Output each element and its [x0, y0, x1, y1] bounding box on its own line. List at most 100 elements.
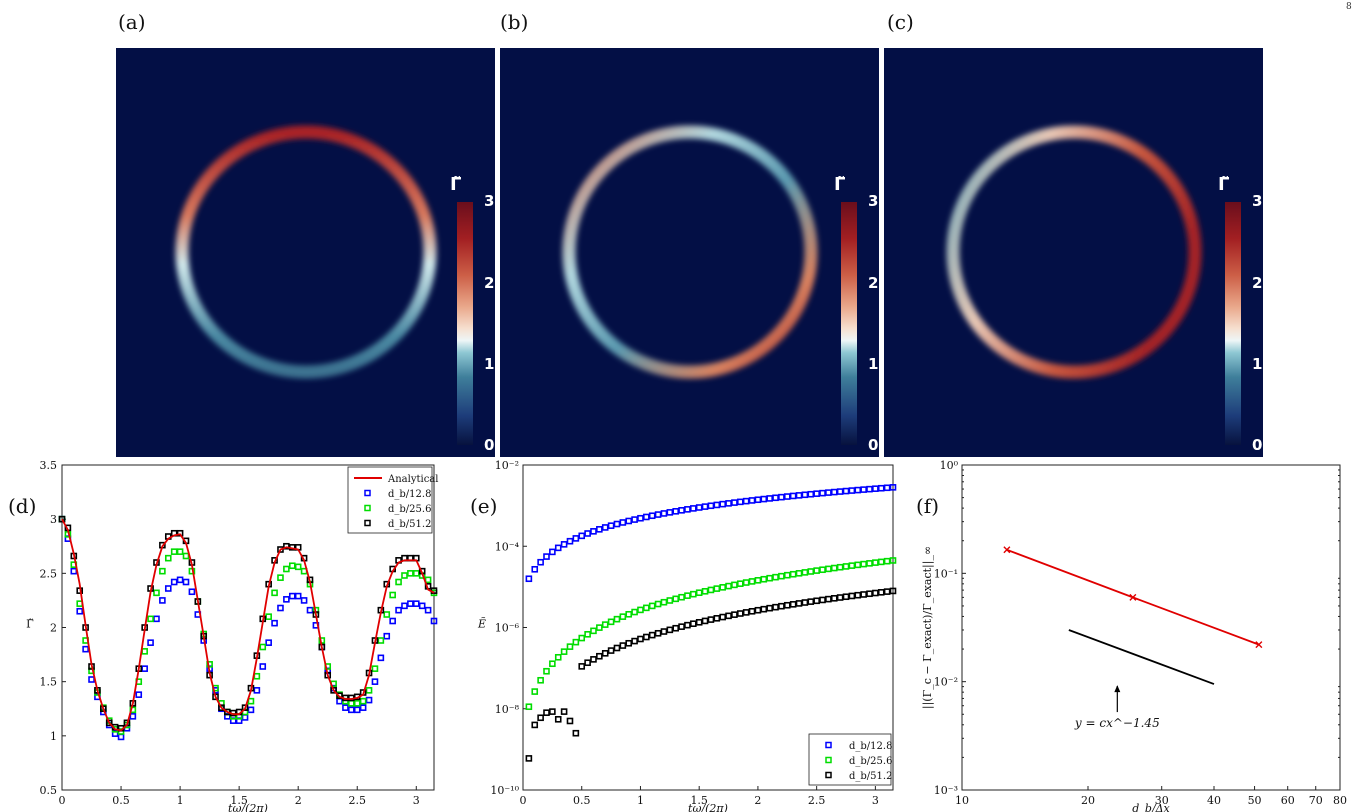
chart-d-point [265, 639, 272, 646]
colorbar-symbol-c: Γ̃ [1218, 174, 1230, 195]
chart-d-point [164, 554, 172, 562]
chart-d-point [401, 602, 408, 610]
chart-e-y-axis-label: Ẽ [477, 617, 486, 631]
chart-e-point [819, 566, 826, 574]
chart-e-point [725, 500, 732, 507]
chart-e-point [643, 513, 650, 521]
chart-d-y-tick-label: 2 [50, 622, 57, 635]
chart-e-point [525, 755, 533, 762]
chart-e-point [766, 495, 773, 502]
chart-e-point [742, 579, 750, 586]
chart-d-x-tick-label: 0.5 [112, 794, 130, 807]
chart-d-y-tick-label: 0.5 [40, 784, 58, 797]
chart-e-point [754, 496, 762, 504]
chart-e-point [707, 586, 715, 594]
chart-e-point [889, 587, 897, 595]
chart-d-point [105, 719, 113, 727]
colorbar-a [457, 202, 473, 445]
chart-d-x-tick-label: 2 [295, 794, 302, 807]
chart-f-y-tick-label: 10⁻³ [934, 784, 958, 797]
chart-e-point [889, 484, 897, 491]
chart-d-legend-swatch [364, 489, 371, 497]
chart-d-y-axis-label: Γ̃ [26, 618, 34, 631]
chart-e-point [748, 607, 756, 615]
chart-e-point [795, 600, 803, 607]
chart-e-point [737, 610, 744, 617]
chart-e-x-tick-label: 3 [872, 794, 879, 807]
chart-f-x-tick-label: 40 [1207, 794, 1221, 807]
chart-d-point [383, 611, 391, 618]
chart-d-point [259, 643, 267, 651]
field-panel-a: Γ̃ 3 2 1 0 [116, 48, 495, 457]
chart-e-point [783, 571, 791, 579]
chart-e-point [596, 526, 603, 533]
chart-e-point [578, 663, 586, 670]
chart-e-point [578, 532, 586, 540]
chart-d: 0 0.5 1 1.5 2 2.5 30.511.522.533.5tω/(2π)Γ̃Ana… [26, 459, 438, 812]
chart-d-point [288, 562, 296, 570]
chart-f-annotation: y = cx^−1.45 [1074, 716, 1160, 730]
field-panel-c: Γ̃ 3 2 1 0 [884, 48, 1263, 457]
chart-e-point [883, 484, 891, 492]
chart-e-point [525, 575, 533, 583]
chart-e-point [637, 514, 644, 522]
chart-d-y-tick-label: 1 [50, 730, 57, 743]
chart-d-point [288, 592, 296, 600]
chart-f-point [1129, 593, 1137, 601]
chart-e-point [625, 639, 633, 647]
chart-e-point [554, 715, 562, 723]
chart-d-point [147, 639, 154, 646]
chart-e-y-tick-label: 10⁻⁸ [495, 703, 520, 716]
chart-d-point [153, 589, 160, 597]
chart-d-point [265, 613, 272, 620]
chart-f-x-axis-label: d_b/Δx [1132, 802, 1170, 812]
chart-d-point [294, 563, 302, 571]
chart-e-point [643, 604, 650, 612]
chart-e-point [695, 618, 703, 626]
chart-e-point [543, 667, 550, 675]
chart-e-point [695, 504, 703, 511]
chart-f-x-tick-label: 30 [1155, 794, 1169, 807]
chart-d-point [159, 567, 166, 575]
chart-e-point [566, 717, 574, 725]
chart-e-point [666, 597, 674, 604]
chart-d-y-tick-label: 1.5 [40, 676, 58, 689]
chart-d-point [170, 548, 178, 555]
chart-d-point [82, 645, 89, 653]
chart-e-point [554, 653, 562, 661]
chart-f-x-tick-label: 80 [1333, 794, 1347, 807]
chart-d-point [418, 602, 426, 610]
chart-e-point [883, 557, 891, 565]
colorbar-b [841, 202, 857, 445]
chart-e-point [584, 530, 591, 537]
chart-e-point [854, 486, 862, 494]
chart-e-point [830, 595, 838, 602]
chart-e-point [690, 590, 697, 598]
chart-d-point [371, 665, 379, 672]
chart-d-point [170, 578, 178, 586]
chart-e-point [578, 634, 586, 642]
chart-e-point [836, 563, 844, 571]
chart-e-point [766, 604, 773, 612]
ring-a [175, 125, 437, 379]
chart-d-point [371, 678, 379, 685]
chart-e-point [813, 597, 820, 605]
chart-e-point [560, 648, 568, 655]
chart-e-point [701, 588, 709, 595]
chart-e-point [660, 598, 668, 606]
chart-d-point [135, 691, 143, 698]
chart-d-point [58, 515, 66, 523]
chart-d-point [306, 606, 314, 614]
chart-e-point [889, 557, 897, 564]
chart-e-point [701, 503, 709, 510]
chart-e-point [690, 620, 697, 627]
chart-e-point [783, 601, 791, 609]
chart-d-point [353, 706, 361, 714]
chart-e-point [789, 601, 797, 608]
chart-d-legend-swatch [364, 519, 371, 527]
chart-e-point [543, 709, 550, 716]
chart-e-point [672, 624, 679, 632]
chart-e-point [825, 565, 832, 573]
chart-d-point [365, 687, 373, 694]
chart-e-point [860, 591, 867, 598]
